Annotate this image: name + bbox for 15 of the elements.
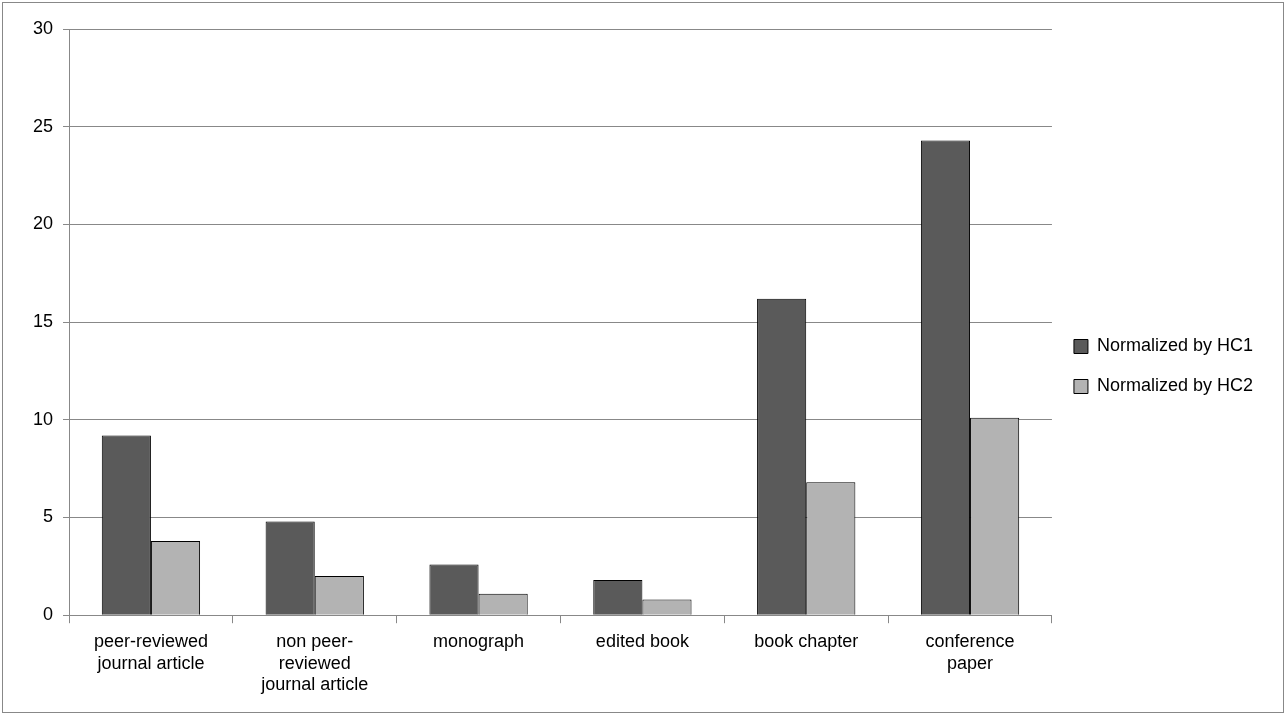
- x-tick-label: conference paper: [925, 630, 1015, 673]
- y-tick-label: 30: [32, 17, 54, 38]
- x-tick-label: book chapter: [754, 630, 859, 651]
- y-tick-label: 20: [32, 213, 54, 234]
- legend-label: Normalized by HC2: [1096, 375, 1254, 396]
- x-tick-label: monograph: [433, 630, 525, 651]
- y-tick-label: 5: [43, 506, 54, 527]
- y-tick-label: 10: [32, 408, 54, 429]
- y-tick-label: 25: [32, 115, 54, 136]
- y-tick-label: 0: [43, 604, 54, 625]
- x-tick-label: non peer-reviewed journal article: [260, 630, 369, 695]
- x-tick-label: peer-reviewed journal article: [93, 630, 208, 673]
- y-tick-label: 15: [32, 311, 54, 332]
- legend-label: Normalized by HC1: [1096, 335, 1254, 356]
- x-tick-label: edited book: [595, 630, 690, 651]
